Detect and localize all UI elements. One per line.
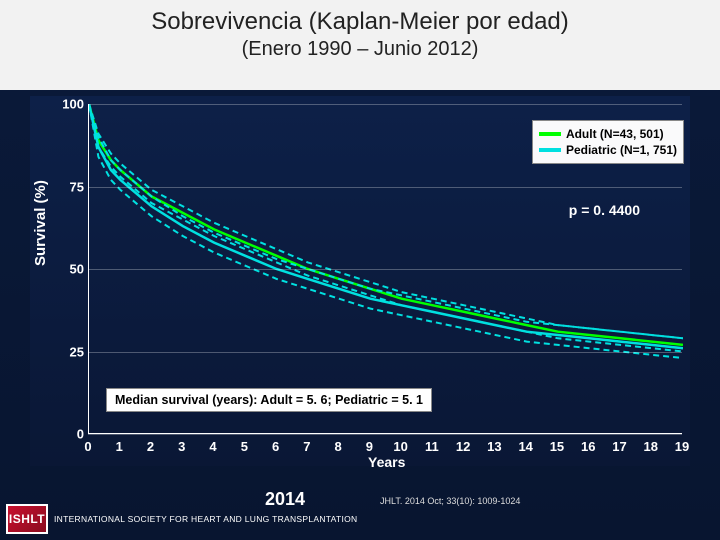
legend: Adult (N=43, 501) Pediatric (N=1, 751) bbox=[532, 120, 684, 164]
y-tick: 100 bbox=[58, 97, 84, 112]
gridline bbox=[88, 104, 682, 105]
x-tick: 7 bbox=[303, 439, 310, 454]
x-tick: 14 bbox=[518, 439, 532, 454]
x-tick: 5 bbox=[241, 439, 248, 454]
x-axis-label: Years bbox=[368, 454, 405, 470]
gridline bbox=[88, 187, 682, 188]
x-tick: 19 bbox=[675, 439, 689, 454]
logo: ISHLT INTERNATIONAL SOCIETY FOR HEART AN… bbox=[6, 504, 358, 534]
x-tick: 8 bbox=[334, 439, 341, 454]
y-tick: 50 bbox=[58, 262, 84, 277]
legend-label: Adult (N=43, 501) bbox=[566, 127, 664, 141]
legend-item: Adult (N=43, 501) bbox=[539, 127, 677, 141]
citation: JHLT. 2014 Oct; 33(10): 1009-1024 bbox=[380, 496, 520, 506]
header: Sobrevivencia (Kaplan-Meier por edad) (E… bbox=[0, 0, 720, 90]
x-tick: 1 bbox=[116, 439, 123, 454]
p-value: p = 0. 4400 bbox=[569, 202, 640, 218]
gridline bbox=[88, 269, 682, 270]
legend-swatch bbox=[539, 132, 561, 136]
y-tick: 75 bbox=[58, 179, 84, 194]
legend-item: Pediatric (N=1, 751) bbox=[539, 143, 677, 157]
x-tick: 16 bbox=[581, 439, 595, 454]
x-tick: 2 bbox=[147, 439, 154, 454]
x-tick: 18 bbox=[644, 439, 658, 454]
page-title: Sobrevivencia (Kaplan-Meier por edad) bbox=[10, 8, 710, 36]
x-tick: 6 bbox=[272, 439, 279, 454]
legend-swatch bbox=[539, 148, 561, 152]
x-tick: 3 bbox=[178, 439, 185, 454]
legend-label: Pediatric (N=1, 751) bbox=[566, 143, 677, 157]
logo-badge: ISHLT bbox=[6, 504, 48, 534]
gridline bbox=[88, 352, 682, 353]
slide: Sobrevivencia (Kaplan-Meier por edad) (E… bbox=[0, 0, 720, 540]
x-tick: 17 bbox=[612, 439, 626, 454]
x-tick: 0 bbox=[84, 439, 91, 454]
logo-text: INTERNATIONAL SOCIETY FOR HEART AND LUNG… bbox=[54, 514, 358, 524]
survival-chart: Survival (%) Adult (N=43, 501) Pediatric… bbox=[30, 96, 690, 466]
y-tick: 0 bbox=[58, 427, 84, 442]
gridline bbox=[88, 434, 682, 435]
x-tick: 9 bbox=[366, 439, 373, 454]
median-survival-box: Median survival (years): Adult = 5. 6; P… bbox=[106, 388, 432, 412]
page-subtitle: (Enero 1990 – Junio 2012) bbox=[10, 38, 710, 61]
y-tick: 25 bbox=[58, 344, 84, 359]
x-tick: 12 bbox=[456, 439, 470, 454]
footer: 2014 JHLT. 2014 Oct; 33(10): 1009-1024 I… bbox=[0, 480, 720, 540]
x-tick: 10 bbox=[393, 439, 407, 454]
x-tick: 15 bbox=[550, 439, 564, 454]
x-tick: 4 bbox=[209, 439, 216, 454]
x-tick: 13 bbox=[487, 439, 501, 454]
y-axis-label: Survival (%) bbox=[32, 180, 49, 266]
x-tick: 11 bbox=[425, 439, 439, 454]
